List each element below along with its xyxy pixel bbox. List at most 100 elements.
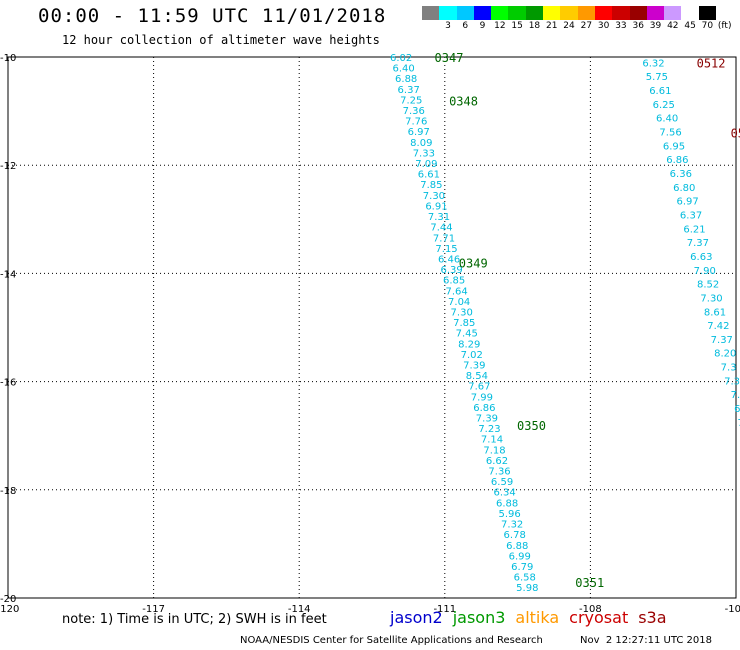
legend-label: 3 xyxy=(445,21,451,31)
wave-height-value: 6.21 xyxy=(683,224,705,235)
time-label: 0349 xyxy=(459,257,488,271)
wave-height-value: 7.85 xyxy=(420,180,442,191)
legend-swatch xyxy=(698,6,717,20)
wave-height-value: 8.61 xyxy=(704,307,726,318)
wave-height-value: 6.32 xyxy=(642,58,664,69)
wave-height-value: 7.37 xyxy=(687,238,709,249)
wave-height-value: 6.46 xyxy=(438,254,460,265)
latitude-tick-label: -20 xyxy=(0,594,16,605)
satellite-jason3: jason3 xyxy=(452,608,506,627)
latitude-tick-label: -18 xyxy=(0,486,16,497)
legend-swatch xyxy=(646,6,665,20)
legend-label: 36 xyxy=(632,21,644,31)
latitude-tick-label: -14 xyxy=(0,269,16,280)
wave-height-value: 7.23 xyxy=(478,424,500,435)
legend-swatch xyxy=(594,6,613,20)
legend-swatch xyxy=(508,6,526,20)
credit-line: NOAA/NESDIS Center for Satellite Applica… xyxy=(240,635,543,646)
time-label: 0350 xyxy=(517,419,546,433)
wave-height-value: 8.20 xyxy=(714,349,736,360)
wave-height-value: 6.79 xyxy=(511,562,533,573)
legend-label: 24 xyxy=(563,21,575,31)
satellite-altika: altika xyxy=(515,608,560,627)
wave-height-value: 6.40 xyxy=(656,114,678,125)
wave-height-value: 7.44 xyxy=(430,223,452,234)
wave-height-value: 6.62 xyxy=(486,456,508,467)
wave-height-value: 6.88 xyxy=(496,498,518,509)
satellite-cryosat: cryosat xyxy=(569,608,629,627)
wave-height-value: 6.91 xyxy=(425,201,447,212)
wave-height-value: 7.3 xyxy=(724,376,740,387)
longitude-tick-label: -111 xyxy=(433,604,456,615)
wave-height-value: 7.3 xyxy=(721,363,737,374)
legend-swatch xyxy=(629,6,647,20)
wave-height-value: 6.88 xyxy=(395,74,417,85)
wave-height-value: 7.42 xyxy=(707,321,729,332)
latitude-tick-label: -16 xyxy=(0,378,16,389)
latitude-tick-label: -12 xyxy=(0,161,16,172)
latitude-tick-label: -10 xyxy=(0,53,16,64)
wave-height-value: 7.36 xyxy=(488,467,510,478)
wave-height-value: 8.52 xyxy=(697,280,719,291)
wave-height-value: 6.88 xyxy=(506,541,528,552)
wave-height-value: 7.18 xyxy=(483,445,505,456)
wave-height-value: 7.37 xyxy=(711,335,733,346)
wave-height-value: 7.39 xyxy=(463,361,485,372)
legend-swatch xyxy=(456,6,474,20)
legend-swatch xyxy=(681,6,699,20)
wave-height-value: 6.95 xyxy=(663,141,685,152)
wave-height-value: 6.63 xyxy=(690,252,712,263)
wave-height-value: 7. xyxy=(738,418,740,429)
wave-height-value: 6. xyxy=(734,404,740,415)
wave-height-value: 5.96 xyxy=(499,509,521,520)
legend-label: 33 xyxy=(615,21,627,31)
page-subtitle: 12 hour collection of altimeter wave hei… xyxy=(62,33,380,47)
wave-height-value: 6.85 xyxy=(443,276,465,287)
wave-height-value: 7.02 xyxy=(461,350,483,361)
legend-unit: (ft) xyxy=(717,21,732,31)
longitude-tick-label: -117 xyxy=(142,604,165,615)
wave-height-value: 7.56 xyxy=(659,128,681,139)
wave-height-value: 6.59 xyxy=(491,477,513,488)
wave-height-value: 6.37 xyxy=(680,210,702,221)
time-label: 0348 xyxy=(449,94,478,108)
time-label: 0347 xyxy=(435,51,464,65)
time-label: 0351 xyxy=(575,576,604,590)
wave-height-value: 7.90 xyxy=(694,266,716,277)
legend-label: 6 xyxy=(462,21,469,31)
wave-height-value: 6.61 xyxy=(649,86,671,97)
legend-label: 15 xyxy=(511,21,523,31)
color-scale-labels: 3 6 9 12 15 18 21 24 27 30 33 36 39 42 45 70 (ft) xyxy=(422,21,733,33)
color-scale-legend xyxy=(422,6,717,20)
legend-label: 30 xyxy=(597,21,610,31)
page-title: 00:00 - 11:59 UTC 11/01/2018 xyxy=(38,5,387,27)
legend-swatch xyxy=(664,6,682,20)
legend-swatch xyxy=(473,6,492,20)
legend-swatch xyxy=(422,6,440,20)
wave-height-value: 7.99 xyxy=(471,392,493,403)
wave-height-value: 5.75 xyxy=(646,72,668,83)
wave-height-value: 7.39 xyxy=(476,414,498,425)
longitude-tick-label: -120 xyxy=(0,604,19,615)
satellite-s3a: s3a xyxy=(638,608,667,627)
legend-label: 42 xyxy=(667,21,679,31)
wave-height-value: 8.09 xyxy=(410,138,432,149)
wave-height-value: 8.29 xyxy=(458,339,480,350)
legend-swatch xyxy=(612,6,630,20)
wave-height-value: 7.25 xyxy=(400,95,422,106)
wave-height-value: 6.40 xyxy=(393,64,415,75)
map-frame xyxy=(7,56,737,599)
legend-label: 70 xyxy=(701,21,714,31)
legend-label: 39 xyxy=(649,21,662,31)
time-label: 0512 xyxy=(697,56,726,70)
legend-swatch xyxy=(560,6,578,20)
wave-height-value: 6.25 xyxy=(653,100,675,111)
legend-label: 18 xyxy=(528,21,541,31)
wave-height-value: 6.37 xyxy=(398,85,420,96)
longitude-tick-label: -114 xyxy=(288,604,311,615)
legend-swatch xyxy=(577,6,595,20)
longitude-tick-label: -105 xyxy=(725,604,740,615)
wave-height-value: 6.36 xyxy=(670,169,692,180)
wave-height-value: 5.98 xyxy=(516,583,538,594)
legend-label: 45 xyxy=(684,21,696,31)
